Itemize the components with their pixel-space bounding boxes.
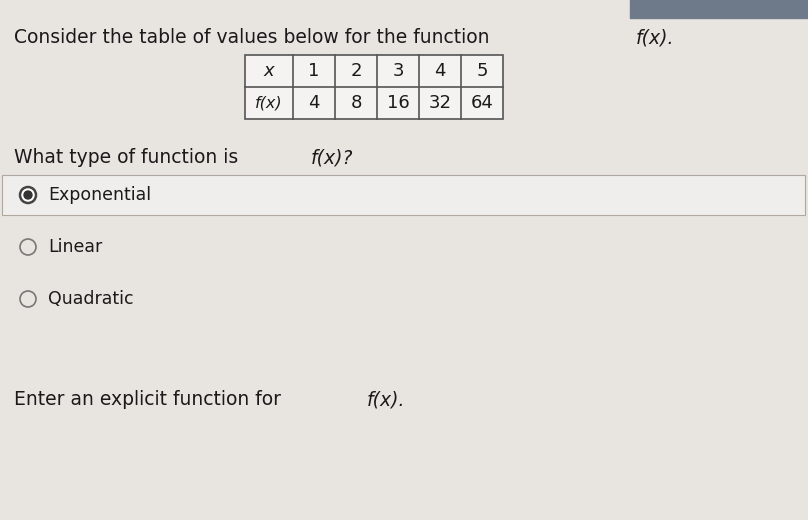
Circle shape [24,191,32,199]
Text: 3: 3 [392,62,404,80]
Circle shape [20,187,36,203]
Text: f(x).: f(x). [366,390,405,409]
Text: 2: 2 [350,62,362,80]
Text: Consider the table of values below for the function: Consider the table of values below for t… [14,28,495,47]
Text: Exponential: Exponential [48,186,151,204]
Text: 16: 16 [386,94,410,112]
Circle shape [20,239,36,255]
Text: f(x): f(x) [255,96,283,110]
FancyBboxPatch shape [2,175,805,215]
Text: 32: 32 [428,94,452,112]
Text: Enter an explicit function for: Enter an explicit function for [14,390,287,409]
Text: 1: 1 [309,62,320,80]
Text: 8: 8 [351,94,362,112]
Text: Quadratic: Quadratic [48,290,133,308]
Text: f(x)?: f(x)? [311,148,354,167]
Bar [245,55,503,119]
Text: 4: 4 [434,62,446,80]
Text: f(x).: f(x). [635,28,674,47]
Text: What type of function is: What type of function is [14,148,244,167]
Text: 4: 4 [308,94,320,112]
Text: 64: 64 [470,94,494,112]
Text: Linear: Linear [48,238,103,256]
Text: x: x [263,62,274,80]
Text: 5: 5 [476,62,488,80]
Circle shape [20,291,36,307]
Bar [630,0,808,18]
